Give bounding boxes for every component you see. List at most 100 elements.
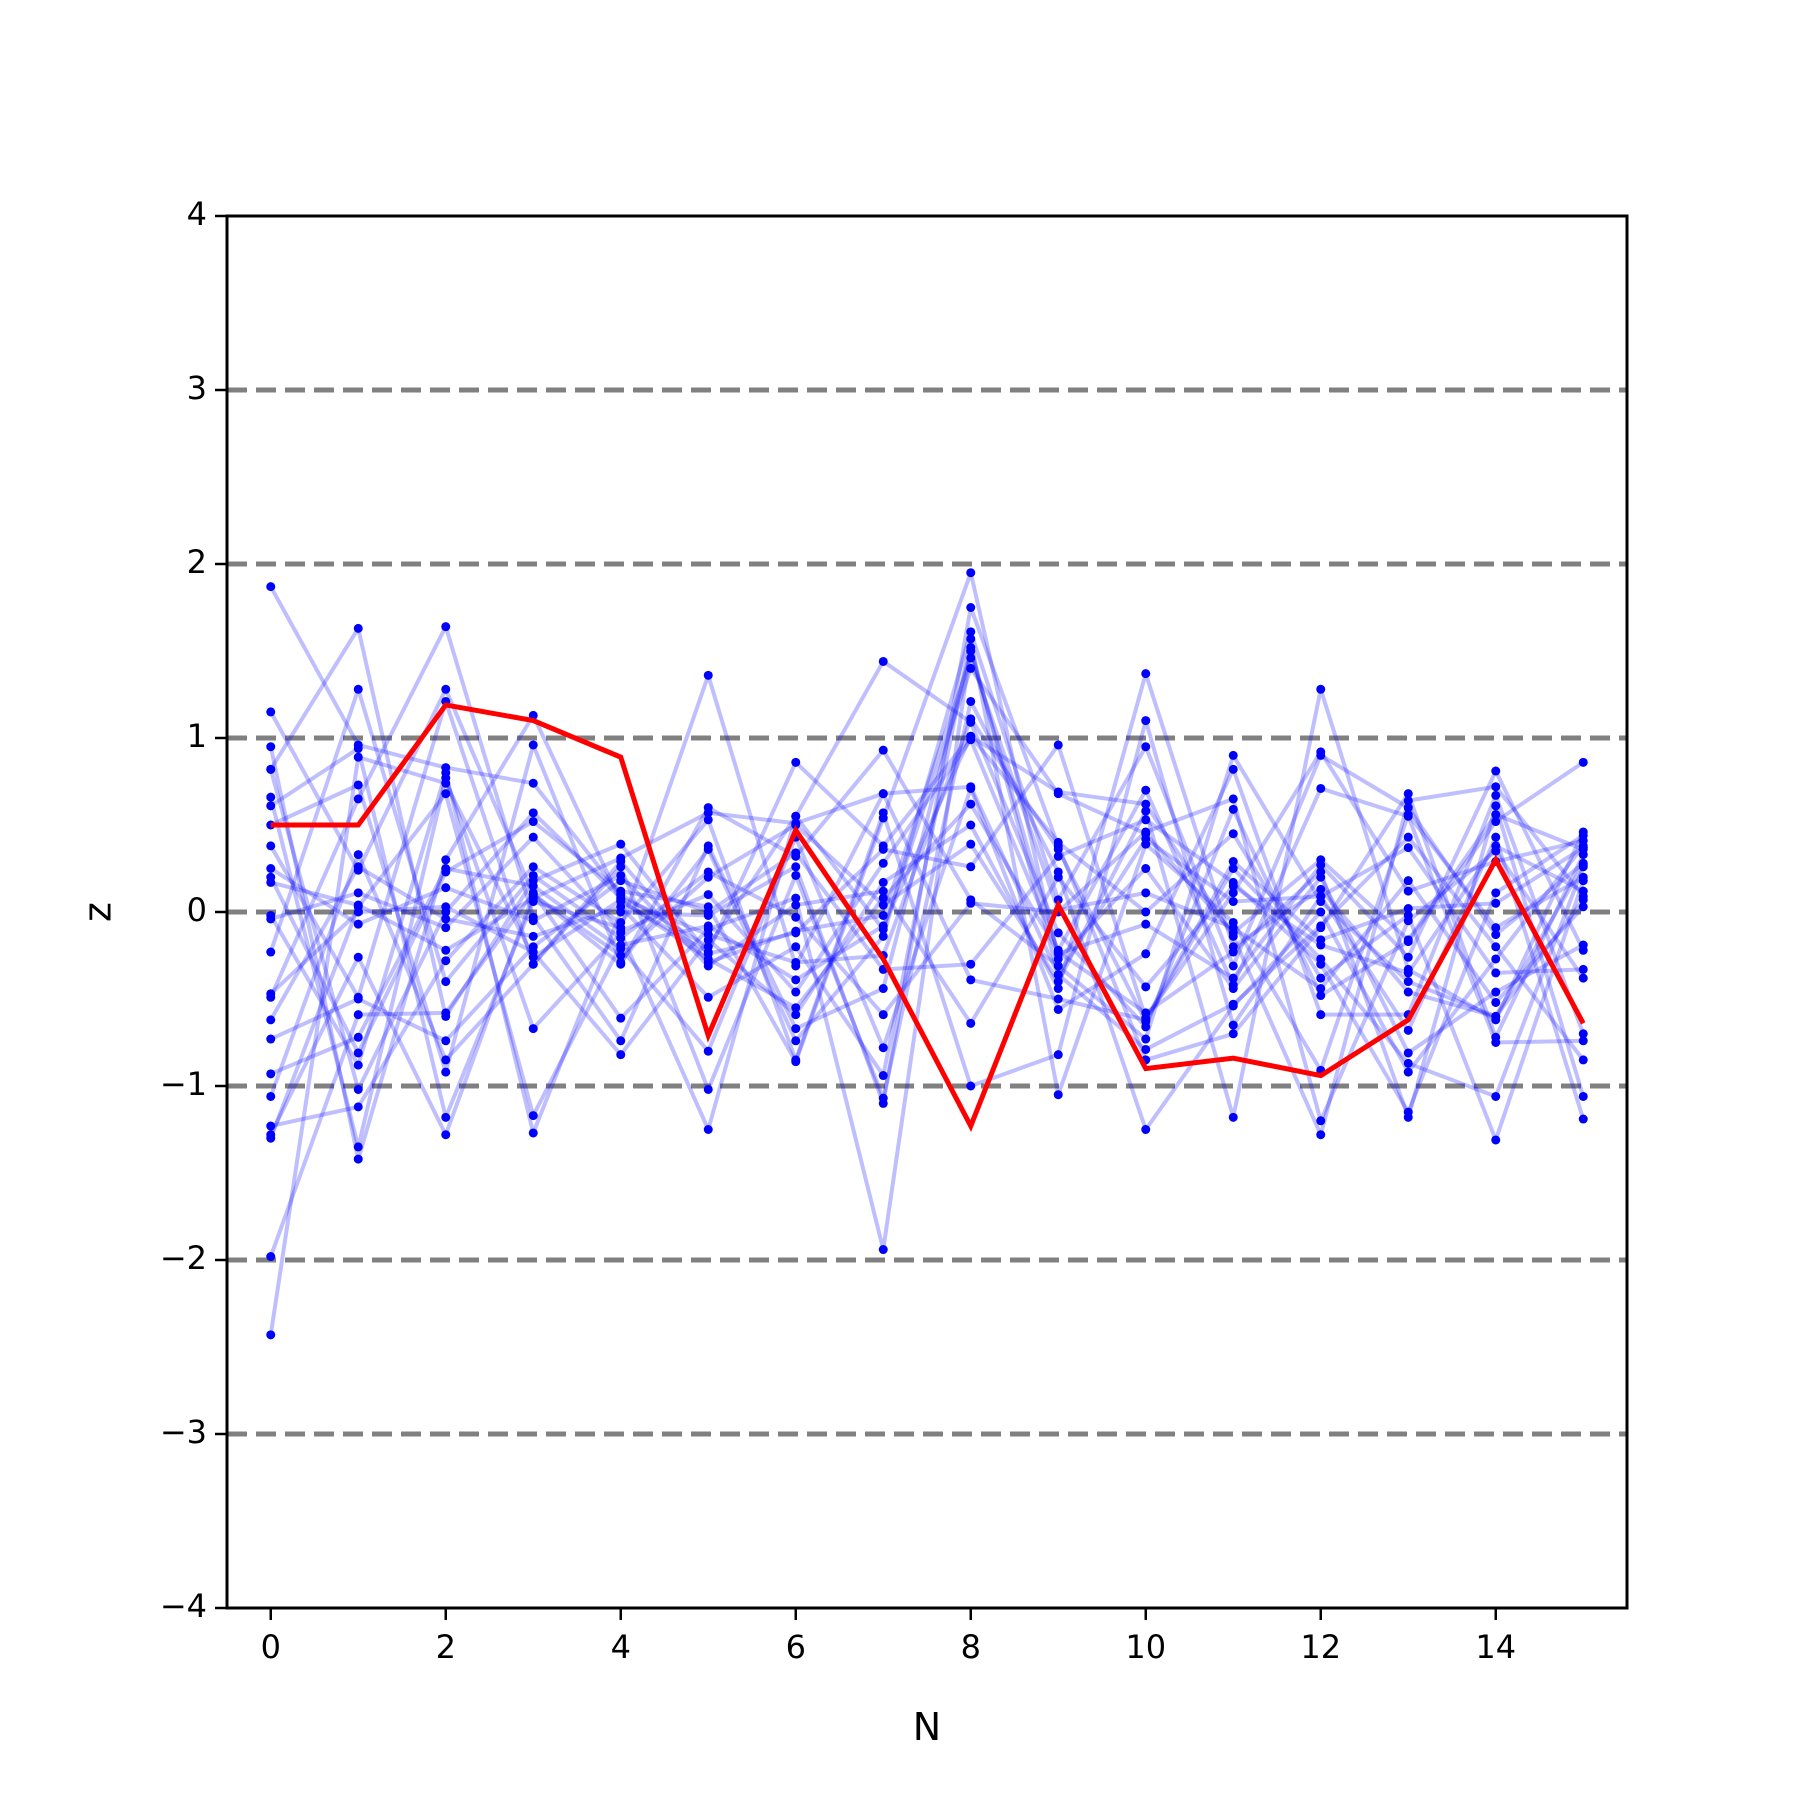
sample-point [703, 930, 713, 940]
sample-series-line [268, 755, 1586, 1336]
sample-point [441, 1036, 451, 1046]
sample-point [1316, 991, 1326, 1001]
sample-series-line [269, 636, 1585, 1097]
sample-point [1491, 888, 1501, 898]
sample-point [1053, 928, 1063, 938]
sample-point [966, 653, 976, 663]
sample-series-line [270, 791, 1585, 1022]
sample-point [1228, 794, 1238, 804]
sample-point [1053, 1004, 1063, 1014]
sample-point [791, 900, 801, 910]
sample-point [878, 893, 888, 903]
sample-series-line [269, 843, 1585, 1026]
sample-point [266, 1252, 276, 1262]
sample-point [966, 735, 976, 745]
sample-point [266, 914, 276, 924]
sample-point [616, 926, 626, 936]
sample-point [1578, 1036, 1588, 1046]
y-tick-label: 3 [187, 369, 207, 407]
sample-point [441, 923, 451, 933]
sample-point [966, 820, 976, 830]
sample-point [703, 954, 713, 964]
sample-point [966, 634, 976, 644]
sample-point [1578, 850, 1588, 860]
sample-point [441, 789, 451, 799]
sample-point [1491, 817, 1501, 827]
sample-point [1141, 742, 1151, 752]
sample-point [966, 1081, 976, 1091]
sample-point [528, 870, 538, 880]
sample-point [1403, 811, 1413, 821]
y-tick-label: 0 [187, 891, 207, 929]
sample-point [616, 951, 626, 960]
sample-point [1141, 806, 1151, 816]
sample-point [1316, 1116, 1326, 1126]
sample-point [1141, 907, 1151, 917]
background-series-points [266, 568, 1588, 1340]
sample-point [791, 1010, 801, 1020]
sample-point [1403, 796, 1413, 806]
sample-point [1141, 827, 1151, 837]
sample-point [1403, 832, 1413, 842]
sample-point [878, 1010, 888, 1020]
sample-point [791, 975, 801, 985]
sample-point [791, 862, 801, 872]
sample-point [528, 881, 538, 891]
sample-point [1491, 766, 1501, 776]
sample-point [266, 877, 276, 887]
sample-point [1228, 999, 1238, 1009]
sample-point [1403, 937, 1413, 947]
sample-point [1053, 1050, 1063, 1060]
sample-point [1141, 864, 1151, 873]
sample-point [1403, 1112, 1413, 1122]
sample-point [703, 670, 713, 680]
sample-point [616, 1036, 626, 1046]
sample-point [1316, 984, 1326, 994]
y-tick-label: −3 [160, 1413, 207, 1451]
sample-point [878, 886, 888, 896]
sample-point [791, 987, 801, 997]
sample-point [878, 1043, 888, 1053]
sample-series-line [268, 716, 1586, 1099]
sample-point [528, 832, 538, 842]
sample-point [528, 1111, 538, 1121]
sample-point [1228, 881, 1238, 891]
sample-point [1053, 977, 1063, 987]
sample-point [1141, 785, 1151, 795]
sample-point [528, 888, 538, 898]
sample-point [1316, 867, 1326, 877]
sample-point [1053, 787, 1063, 797]
sample-point [266, 841, 276, 851]
y-tick-label: 2 [187, 543, 207, 581]
sample-point [966, 862, 976, 872]
sample-point [878, 931, 888, 941]
sample-point [966, 839, 976, 849]
sample-point [1053, 1090, 1063, 1100]
sample-point [266, 947, 276, 957]
sample-point [1316, 921, 1326, 931]
sample-point [1228, 804, 1238, 814]
sample-point [1228, 857, 1238, 867]
sample-point [441, 1008, 451, 1018]
sample-point [1403, 987, 1413, 997]
sample-point [441, 864, 451, 873]
sample-point [791, 870, 801, 880]
sample-point [1053, 970, 1063, 980]
sample-point [791, 811, 801, 821]
sample-point [441, 1112, 451, 1122]
sample-point [791, 893, 801, 903]
sample-point [616, 933, 626, 943]
sample-point [1141, 799, 1151, 809]
sample-point [1578, 1091, 1588, 1101]
sample-point [1403, 803, 1413, 813]
sample-point [441, 1055, 451, 1065]
sample-point [616, 1013, 626, 1023]
sample-point [353, 994, 363, 1004]
sample-point [266, 707, 276, 717]
sample-series-line [269, 605, 1586, 1135]
sample-point [528, 740, 538, 750]
sample-point [1578, 1055, 1588, 1065]
sample-point [1228, 897, 1238, 907]
sample-point [1316, 1130, 1326, 1140]
sample-point [441, 914, 451, 924]
